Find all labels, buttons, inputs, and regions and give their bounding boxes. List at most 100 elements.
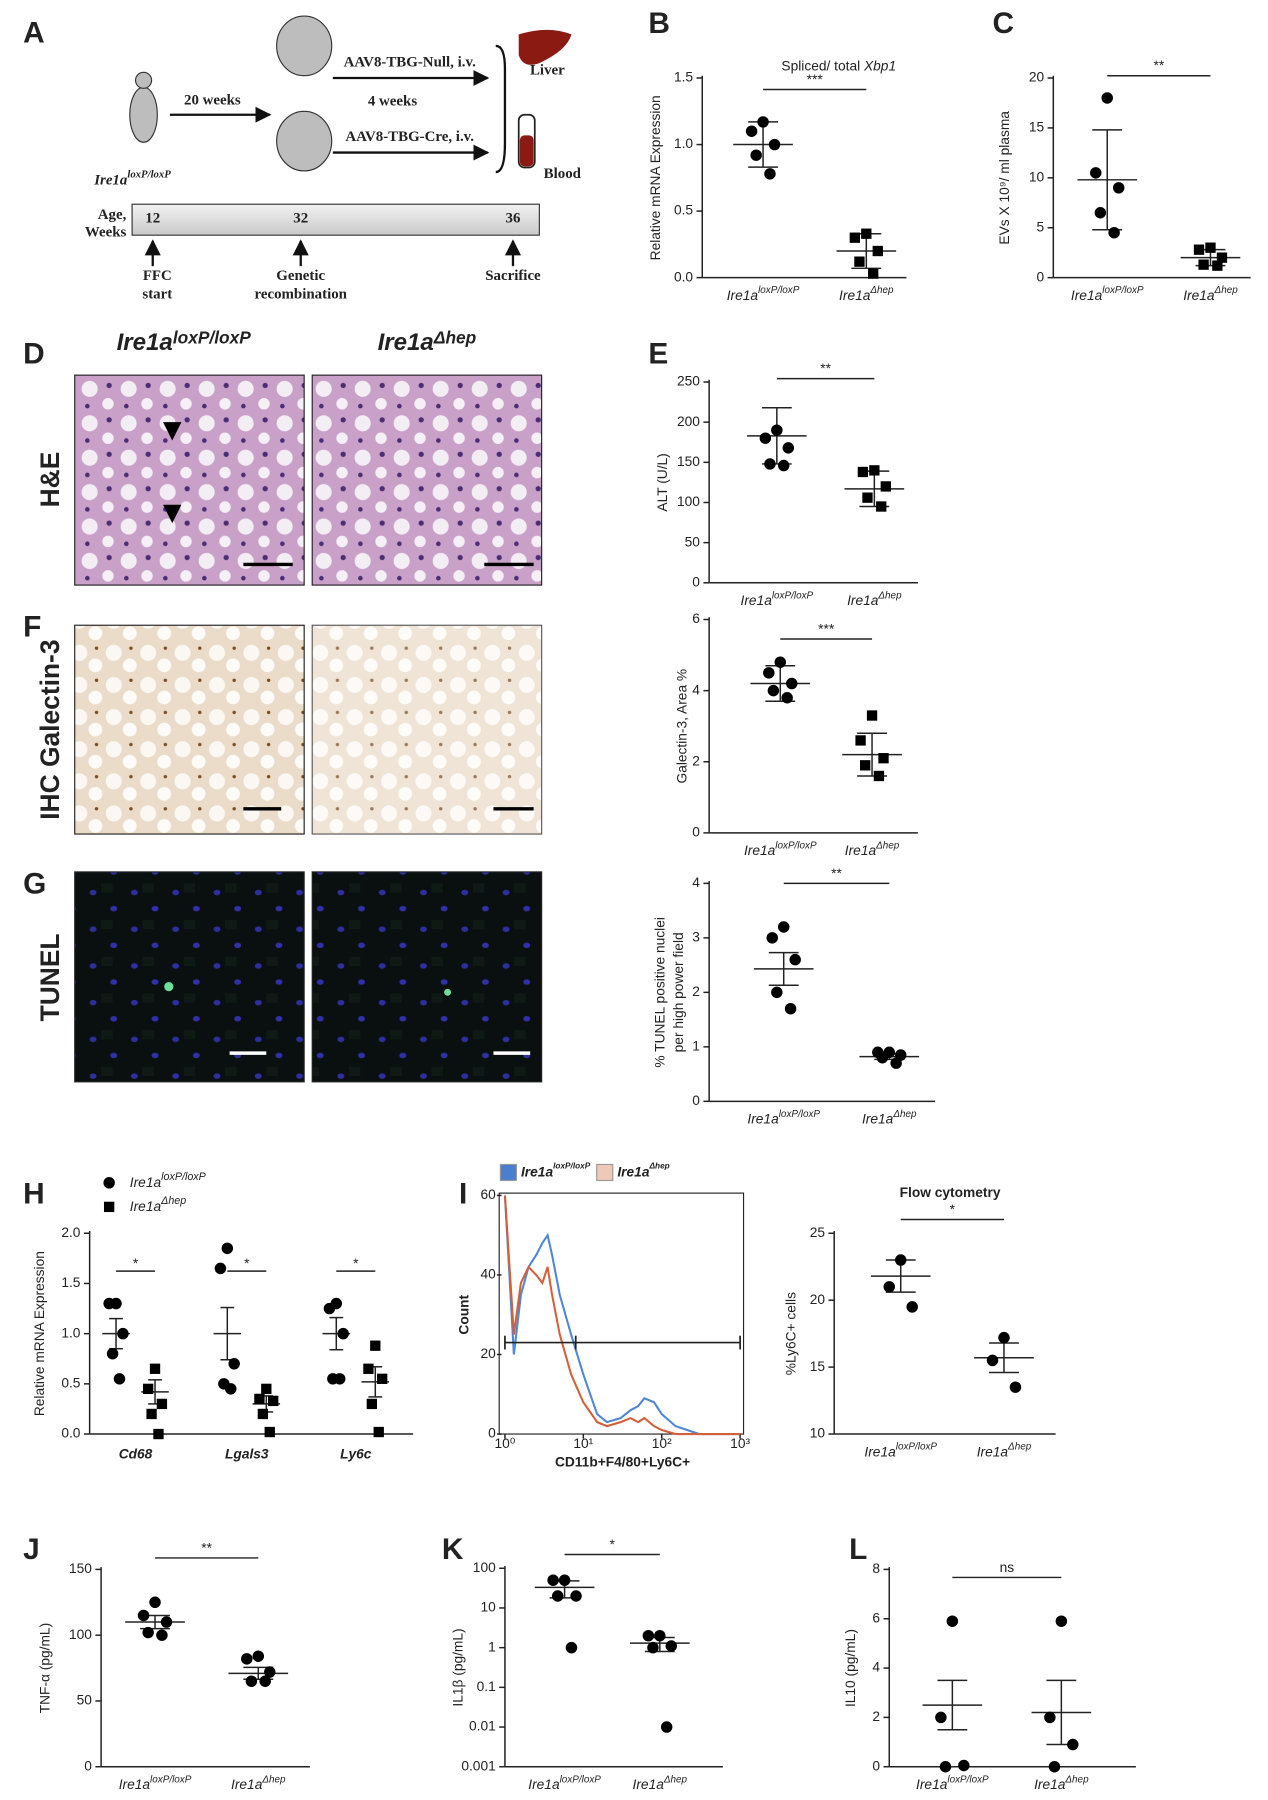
data-point — [784, 1002, 797, 1015]
data-point — [245, 1675, 258, 1687]
data-point — [763, 667, 775, 679]
y-tick-label: 25 — [810, 1225, 826, 1240]
x-tick-label-base: Ire1a — [847, 593, 879, 608]
event-label: start — [142, 286, 172, 302]
significance-label: * — [610, 1537, 616, 1552]
panel-label: J — [23, 1533, 40, 1566]
event-label: FFC — [143, 268, 172, 284]
x-tick-label: Ire1aΔhep — [845, 840, 900, 858]
x-tick-label-base: Ire1a — [528, 1777, 560, 1792]
image-galectin-control — [74, 624, 305, 835]
y-tick-label: 0 — [692, 825, 700, 840]
y-tick-label: 100 — [69, 1627, 92, 1642]
data-point — [781, 692, 793, 704]
data-point — [103, 1177, 115, 1189]
chart-title: Spliced/ total Xbp1 — [781, 58, 896, 73]
data-point — [337, 1327, 349, 1340]
data-point — [1216, 252, 1228, 263]
data-point — [106, 1347, 119, 1360]
y-tick-label: 5 — [1036, 219, 1044, 234]
data-point — [1009, 1381, 1022, 1393]
data-point — [861, 228, 872, 239]
data-point — [998, 1331, 1010, 1344]
x-tick-label: Ire1aΔhep — [1183, 285, 1238, 303]
x-tick-label-base: Ire1a — [1183, 288, 1215, 303]
x-tick-label-base: Ire1a — [747, 1111, 779, 1126]
panel-label: E — [648, 338, 668, 371]
panel-label: K — [442, 1533, 464, 1566]
data-point — [1044, 1711, 1056, 1724]
data-point — [261, 1383, 272, 1395]
data-point — [894, 1254, 907, 1266]
data-point — [225, 1383, 237, 1395]
legend-label-superscript: Δhep — [648, 1162, 669, 1171]
data-point — [883, 1281, 895, 1293]
data-point — [264, 1426, 275, 1438]
legend-label-base: Ire1a — [617, 1164, 649, 1179]
timeline-tick: 12 — [145, 211, 160, 227]
tunel-spot — [444, 988, 452, 996]
data-point — [156, 1629, 168, 1641]
y-tick-label: 100 — [473, 1560, 496, 1575]
data-point — [660, 1721, 673, 1733]
x-tick-label: Ire1aloxP/loxP — [727, 285, 800, 303]
y-tick-label: 0.5 — [61, 1375, 80, 1390]
significance-label: ** — [201, 1540, 212, 1555]
data-point — [221, 1242, 234, 1255]
legend-label-superscript: Δhep — [160, 1195, 186, 1207]
panel-label: C — [993, 7, 1015, 40]
data-point — [547, 1574, 559, 1586]
data-point — [1090, 167, 1102, 179]
plot-frame — [498, 1192, 745, 1435]
y-tick-label: 15 — [810, 1359, 826, 1374]
x-tick-label: Ire1aΔhep — [231, 1774, 286, 1792]
y-tick-label: 8 — [872, 1561, 880, 1576]
data-point — [257, 1408, 269, 1420]
x-tick-label: 10³ — [730, 1436, 750, 1451]
data-point — [366, 1398, 378, 1410]
data-point — [334, 1373, 346, 1385]
timeline-label: Age, — [98, 207, 127, 223]
y-tick-label: 20 — [810, 1292, 826, 1307]
data-point — [323, 1302, 336, 1315]
x-tick-label: Ire1aloxP/loxP — [119, 1774, 192, 1792]
event-label: recombination — [254, 286, 347, 302]
y-tick-label: 4 — [692, 875, 700, 890]
y-tick-label: 2 — [872, 1709, 880, 1724]
x-tick-label: Ire1aloxP/loxP — [528, 1774, 601, 1792]
data-point — [370, 1340, 381, 1351]
data-point — [642, 1629, 655, 1642]
y-tick-label: 50 — [77, 1693, 93, 1708]
panel-label: G — [23, 868, 46, 901]
y-tick-label: 10 — [810, 1426, 826, 1441]
data-point — [551, 1590, 564, 1602]
y-tick-label: 2.0 — [61, 1225, 80, 1240]
data-point — [363, 1363, 374, 1374]
y-axis-label: Count — [456, 1294, 471, 1334]
y-axis-label: EVs X 10⁹/ ml plasma — [997, 111, 1012, 245]
treatment-label: AAV8-TBG-Null, i.v. — [344, 55, 477, 71]
legend-label-base: Ire1a — [521, 1164, 553, 1179]
y-tick-label: 0.0 — [674, 269, 693, 284]
data-point — [149, 1596, 161, 1609]
data-point — [986, 1354, 999, 1367]
y-tick-label: 0 — [488, 1426, 496, 1441]
significance-label: *** — [818, 621, 835, 636]
data-point — [849, 232, 861, 243]
y-tick-label: 0.01 — [469, 1719, 496, 1734]
data-point — [777, 459, 790, 472]
column-header: Ire1aloxP/loxP — [117, 327, 252, 357]
y-axis-label: % TUNEL positive nuclei — [653, 917, 668, 1068]
y-tick-label: 0.001 — [461, 1758, 495, 1773]
legend-swatch — [596, 1163, 614, 1182]
y-tick-label: 0 — [84, 1758, 92, 1773]
y-tick-label: 0 — [692, 574, 700, 589]
y-axis-label: Relative mRNA Expression — [648, 95, 663, 260]
data-point — [774, 656, 787, 668]
image-tunel-control — [74, 871, 305, 1083]
data-point — [854, 256, 865, 267]
x-tick-label-superscript: loxP/loxP — [772, 590, 814, 601]
x-tick-label: Ire1aΔhep — [847, 590, 902, 608]
x-tick-label: Ly6c — [340, 1446, 372, 1461]
column-header-superscript: Δhep — [433, 327, 477, 347]
